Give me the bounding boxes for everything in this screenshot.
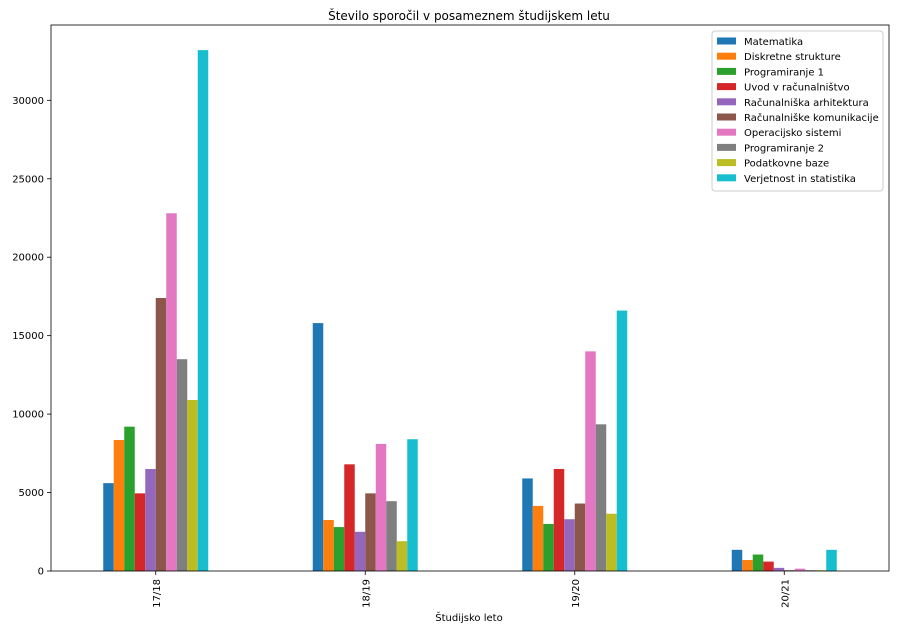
bar-20-21-series-9 bbox=[826, 549, 837, 571]
y-tick-label: 5000 bbox=[19, 488, 44, 499]
bar-18-19-series-4 bbox=[354, 531, 366, 571]
y-tick-label: 25000 bbox=[12, 174, 44, 185]
chart-title: Število sporočil v posameznem študijskem… bbox=[328, 8, 610, 23]
bar-20-21-series-2 bbox=[752, 554, 764, 571]
bar-20-21-series-6 bbox=[794, 568, 806, 571]
legend-box bbox=[711, 30, 884, 192]
bar-19-20-series-3 bbox=[553, 469, 565, 571]
x-tick-label: 19/20 bbox=[571, 579, 582, 608]
legend-label: Matematika bbox=[744, 37, 803, 48]
bar-19-20-series-0 bbox=[522, 478, 533, 571]
bar-17-18-series-0 bbox=[103, 483, 114, 571]
legend-swatch bbox=[717, 98, 736, 106]
legend-swatch bbox=[717, 67, 736, 75]
y-tick-label: 0 bbox=[38, 567, 44, 578]
bar-17-18-series-8 bbox=[187, 399, 198, 571]
bar-18-19-series-9 bbox=[407, 439, 418, 571]
x-tick-label: 18/19 bbox=[361, 579, 372, 608]
bar-18-19-series-6 bbox=[375, 443, 387, 571]
bar-20-21-series-0 bbox=[731, 549, 743, 571]
legend: Matematika Diskretne strukture Programiran… bbox=[711, 30, 884, 192]
legend-swatch bbox=[717, 37, 736, 45]
bar-17-18-series-5 bbox=[155, 298, 167, 571]
legend-swatch bbox=[717, 52, 736, 60]
legend-swatch bbox=[717, 174, 736, 182]
legend-label: Programiranje 2 bbox=[744, 143, 824, 154]
y-tick-label: 10000 bbox=[12, 410, 44, 421]
bar-17-18-series-1 bbox=[113, 439, 125, 571]
legend-label: Diskretne strukture bbox=[744, 52, 841, 63]
bar-19-20-series-1 bbox=[532, 505, 544, 571]
bar-18-19-series-3 bbox=[344, 464, 355, 571]
x-tick-label: 17/18 bbox=[152, 579, 163, 608]
y-tick-label: 30000 bbox=[12, 96, 44, 107]
bar-18-19-series-8 bbox=[396, 541, 408, 571]
legend-label: Operacijsko sistemi bbox=[744, 128, 841, 139]
bar-19-20-series-9 bbox=[616, 310, 628, 571]
legend-swatch bbox=[717, 143, 736, 151]
bar-17-18-series-7 bbox=[176, 359, 188, 571]
bar-19-20-series-4 bbox=[564, 519, 575, 571]
bar-19-20-series-2 bbox=[543, 523, 554, 571]
bar-18-19-series-5 bbox=[365, 493, 376, 571]
bar-17-18-series-6 bbox=[166, 213, 177, 571]
legend-swatch bbox=[717, 159, 736, 167]
bar-19-20-series-7 bbox=[595, 424, 607, 571]
bar-17-18-series-3 bbox=[134, 493, 146, 571]
legend-label: Verjetnost in statistika bbox=[744, 174, 856, 185]
legend-swatch bbox=[717, 128, 736, 136]
bar-20-21-series-1 bbox=[742, 560, 753, 571]
legend-label: Računalniška arhitektura bbox=[744, 97, 869, 109]
y-tick-label: 15000 bbox=[12, 331, 44, 342]
legend-label: Podatkovne baze bbox=[744, 159, 829, 170]
bar-19-20-series-6 bbox=[585, 351, 596, 571]
legend-label: Programiranje 1 bbox=[744, 67, 824, 78]
bar-17-18-series-4 bbox=[145, 469, 156, 571]
bar-19-20-series-8 bbox=[606, 513, 617, 571]
bar-20-21-series-3 bbox=[763, 561, 774, 571]
bar-20-21-series-4 bbox=[773, 567, 785, 571]
bar-18-19-series-1 bbox=[323, 520, 334, 571]
bar-18-19-series-2 bbox=[333, 527, 345, 571]
bar-17-18-series-2 bbox=[124, 426, 135, 571]
legend-swatch bbox=[717, 113, 736, 121]
legend-swatch bbox=[717, 83, 736, 91]
bar-18-19-series-0 bbox=[312, 323, 324, 571]
x-axis-title: Študijsko leto bbox=[435, 611, 502, 624]
axes-frame bbox=[50, 24, 890, 572]
legend-label: Računalniške komunikacije bbox=[744, 112, 879, 124]
plot-area: 0 5000 10000 15000 20000 25000 30000 17/18 18/19… bbox=[12, 24, 890, 608]
bar-17-18-series-9 bbox=[197, 50, 209, 572]
legend-label: Uvod v računalništvo bbox=[744, 82, 850, 94]
y-tick-label: 20000 bbox=[12, 253, 44, 264]
bar-18-19-series-7 bbox=[386, 501, 397, 571]
bar-19-20-series-5 bbox=[574, 503, 586, 571]
x-tick-label: 20/21 bbox=[780, 579, 791, 608]
